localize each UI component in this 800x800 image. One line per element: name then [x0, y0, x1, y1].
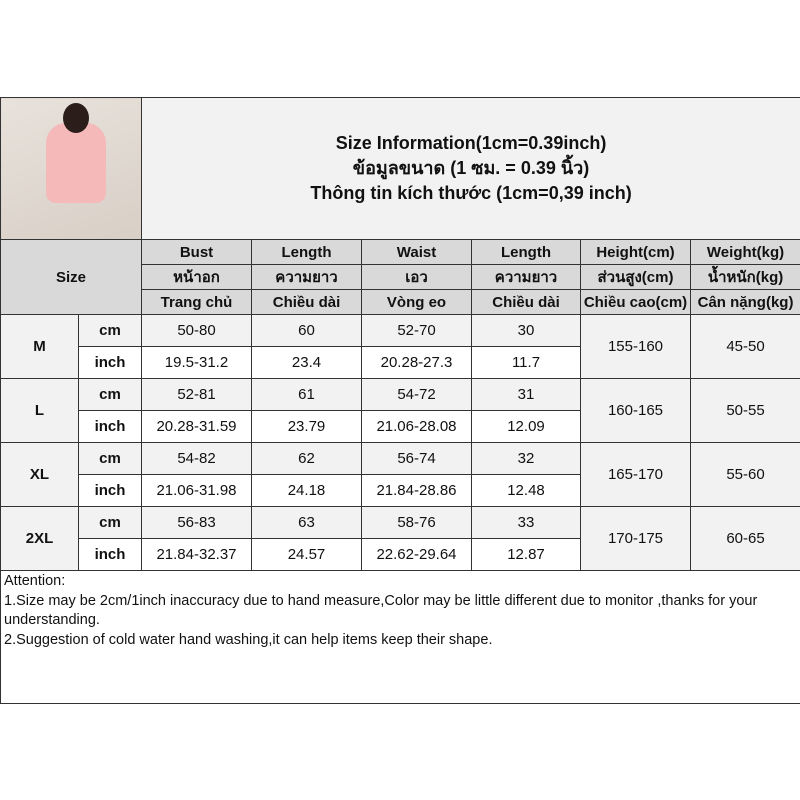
title-english: Size Information(1cm=0.39inch)	[335, 133, 607, 153]
column-header: Chiều cao(cm)	[580, 289, 691, 315]
table-cell: 52-81	[141, 378, 252, 411]
table-row: inch 21.84-32.37 24.57 22.62-29.64 12.87	[1, 538, 800, 571]
height-cell: 160-165	[580, 378, 691, 443]
attention-line: Attention:	[4, 573, 66, 589]
table-cell: 56-83	[141, 506, 252, 539]
table-cell: 60	[251, 314, 362, 347]
table-cell: 11.7	[471, 346, 581, 379]
column-header: Chiều dài	[251, 289, 362, 315]
column-header: Trang chủ	[141, 289, 252, 315]
column-header: ความยาว	[471, 264, 581, 290]
model-figure	[46, 123, 106, 203]
title-thai: ข้อมูลขนาด (1 ซม. = 0.39 นิ้ว)	[352, 158, 590, 178]
table-cell: 31	[471, 378, 581, 411]
unit-label: inch	[78, 474, 142, 507]
height-cell: 165-170	[580, 442, 691, 507]
table-cell: 24.18	[251, 474, 362, 507]
table-cell: 21.06-28.08	[361, 410, 472, 443]
column-header: Bust	[141, 239, 252, 265]
column-header: Cân nặng(kg)	[689, 289, 800, 315]
size-label: 2XL	[0, 506, 79, 571]
table-row: 2XL cm 56-83 63 58-76 33 170-175 60-65	[0, 506, 800, 571]
table-cell: 61	[251, 378, 362, 411]
column-header: Weight(kg)	[689, 239, 800, 265]
table-cell: 63	[251, 506, 362, 539]
column-header: Height(cm)	[580, 239, 691, 265]
table-cell: 21.84-28.86	[361, 474, 472, 507]
column-header: ความยาว	[251, 264, 362, 290]
table-cell: 20.28-27.3	[361, 346, 472, 379]
header-row: Size Bust Length Waist Length Height(cm) Weigh…	[0, 239, 800, 315]
attention-notes: Attention: 1.Size may be 2cm/1inch inaccu…	[0, 570, 800, 704]
height-cell: 170-175	[580, 506, 691, 571]
table-row: inch 20.28-31.59 23.79 21.06-28.08 12.09	[1, 410, 800, 443]
unit-label: inch	[78, 538, 142, 571]
column-header: เอว	[361, 264, 472, 290]
unit-label: cm	[78, 506, 142, 539]
unit-label: inch	[78, 346, 142, 379]
table-row: inch 19.5-31.2 23.4 20.28-27.3 11.7	[1, 346, 800, 379]
column-header: Chiều dài	[471, 289, 581, 315]
chart-title: Size Information(1cm=0.39inch) ข้อมูลขนา…	[140, 97, 800, 240]
attention-line: 2.Suggestion of cold water hand washing,…	[4, 631, 493, 648]
unit-label: cm	[78, 378, 142, 411]
product-photo	[0, 97, 142, 240]
attention-line: 1.Size may be 2cm/1inch inaccuracy due t…	[4, 592, 758, 629]
header-row: หน้าอก ความยาว เอว ความยาว ส่วนสูง(cm) น้ำหนั…	[1, 264, 800, 290]
size-label: L	[0, 378, 79, 443]
table-cell: 52-70	[361, 314, 472, 347]
size-chart: Size Information(1cm=0.39inch) ข้อมูลขนา…	[0, 97, 800, 704]
weight-cell: 45-50	[689, 314, 800, 379]
table-cell: 22.62-29.64	[361, 538, 472, 571]
column-header: Length	[471, 239, 581, 265]
table-cell: 21.84-32.37	[141, 538, 252, 571]
size-header: Size	[0, 239, 142, 315]
table-cell: 19.5-31.2	[141, 346, 252, 379]
table-cell: 24.57	[251, 538, 362, 571]
table-cell: 12.87	[471, 538, 581, 571]
table-cell: 23.79	[251, 410, 362, 443]
column-header: Vòng eo	[361, 289, 472, 315]
table-cell: 56-74	[361, 442, 472, 475]
table-cell: 30	[471, 314, 581, 347]
column-header: Length	[251, 239, 362, 265]
unit-label: inch	[78, 410, 142, 443]
column-header: ส่วนสูง(cm)	[580, 264, 691, 290]
title-vietnamese: Thông tin kích thước (1cm=0,39 inch)	[310, 183, 632, 203]
height-cell: 155-160	[580, 314, 691, 379]
table-cell: 20.28-31.59	[141, 410, 252, 443]
table-cell: 12.09	[471, 410, 581, 443]
unit-label: cm	[78, 442, 142, 475]
column-header: น้ำหนัก(kg)	[689, 264, 800, 290]
table-cell: 12.48	[471, 474, 581, 507]
table-cell: 54-72	[361, 378, 472, 411]
table-row: inch 21.06-31.98 24.18 21.84-28.86 12.48	[1, 474, 800, 507]
table-row: XL cm 54-82 62 56-74 32 165-170 55-60	[0, 442, 800, 507]
weight-cell: 60-65	[689, 506, 800, 571]
table-cell: 33	[471, 506, 581, 539]
table-cell: 21.06-31.98	[141, 474, 252, 507]
table-cell: 54-82	[141, 442, 252, 475]
size-label: M	[0, 314, 79, 379]
table-cell: 32	[471, 442, 581, 475]
table-cell: 62	[251, 442, 362, 475]
column-header: หน้าอก	[141, 264, 252, 290]
weight-cell: 50-55	[689, 378, 800, 443]
table-cell: 58-76	[361, 506, 472, 539]
table-cell: 50-80	[141, 314, 252, 347]
size-label: XL	[0, 442, 79, 507]
column-header: Waist	[361, 239, 472, 265]
weight-cell: 55-60	[689, 442, 800, 507]
table-cell: 23.4	[251, 346, 362, 379]
model-head	[63, 103, 89, 133]
header-row: Trang chủ Chiều dài Vòng eo Chiều dài Chiều …	[1, 289, 800, 315]
unit-label: cm	[78, 314, 142, 347]
